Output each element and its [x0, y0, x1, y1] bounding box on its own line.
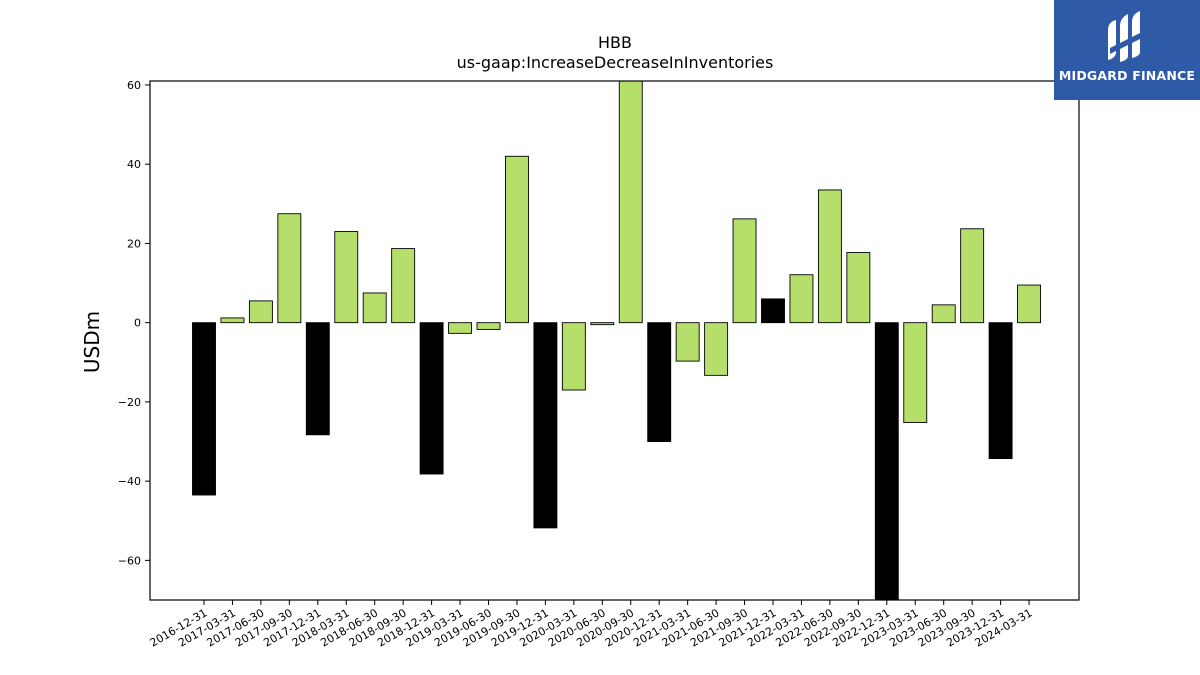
- bar-2018-09-30: [391, 248, 416, 324]
- y-tick-label: −60: [118, 554, 141, 567]
- bar-2021-12-31: [761, 298, 785, 324]
- y-tick-label: 60: [127, 79, 141, 92]
- y-tick-label: 0: [134, 317, 141, 330]
- y-axis-ticks: 60 40 20 0 −20 −40 −60: [118, 79, 150, 567]
- bars-group: [192, 80, 1041, 601]
- bar-2021-03-31: [675, 322, 700, 362]
- bar-2019-06-30: [476, 322, 501, 330]
- chart-title: HBB: [598, 33, 632, 52]
- plot-frame: [149, 80, 1080, 601]
- bar-2023-03-31: [903, 322, 928, 423]
- bar-2022-06-30: [817, 189, 842, 324]
- bar-2020-12-31: [647, 322, 672, 442]
- x-axis-ticks: 2016-12-312017-03-312017-06-302017-09-30…: [148, 600, 1035, 650]
- bar-2021-09-30: [732, 218, 757, 324]
- bar-2023-12-31: [988, 322, 1013, 460]
- chart-subtitle: us-gaap:IncreaseDecreaseInInventories: [457, 53, 774, 72]
- y-tick-label: −40: [118, 475, 141, 488]
- y-tick-label: 20: [127, 237, 141, 250]
- bar-2019-03-31: [448, 322, 472, 334]
- bar-2019-09-30: [505, 155, 529, 324]
- bar-2023-09-30: [960, 228, 985, 324]
- bar-2022-12-31: [874, 322, 899, 601]
- bar-2020-03-31: [561, 322, 586, 391]
- bar-2023-06-30: [931, 304, 956, 324]
- bar-2018-03-31: [334, 231, 359, 324]
- midgard-logo-icon: [1108, 11, 1142, 62]
- logo-text: MIDGARD FINANCE: [1058, 68, 1196, 83]
- bar-2017-03-31: [220, 317, 245, 324]
- bar-2017-09-30: [277, 213, 302, 324]
- bar-2017-12-31: [305, 322, 330, 436]
- bar-2019-12-31: [533, 322, 558, 529]
- bar-2022-03-31: [789, 274, 814, 324]
- y-tick-label: 40: [127, 158, 141, 171]
- bar-2021-06-30: [704, 322, 729, 376]
- y-axis-label: USDm: [80, 311, 104, 373]
- bar-2018-06-30: [362, 292, 387, 324]
- midgard-finance-logo: MIDGARD FINANCE: [1054, 0, 1200, 100]
- bar-2024-03-31: [1017, 284, 1041, 324]
- bar-2022-09-30: [846, 252, 871, 324]
- bar-2016-12-31: [192, 322, 216, 496]
- bar-2018-12-31: [419, 322, 444, 475]
- bar-2017-06-30: [248, 300, 273, 324]
- y-tick-label: −20: [118, 396, 141, 409]
- bar-2020-09-30: [618, 80, 643, 324]
- bar-2020-06-30: [590, 322, 615, 326]
